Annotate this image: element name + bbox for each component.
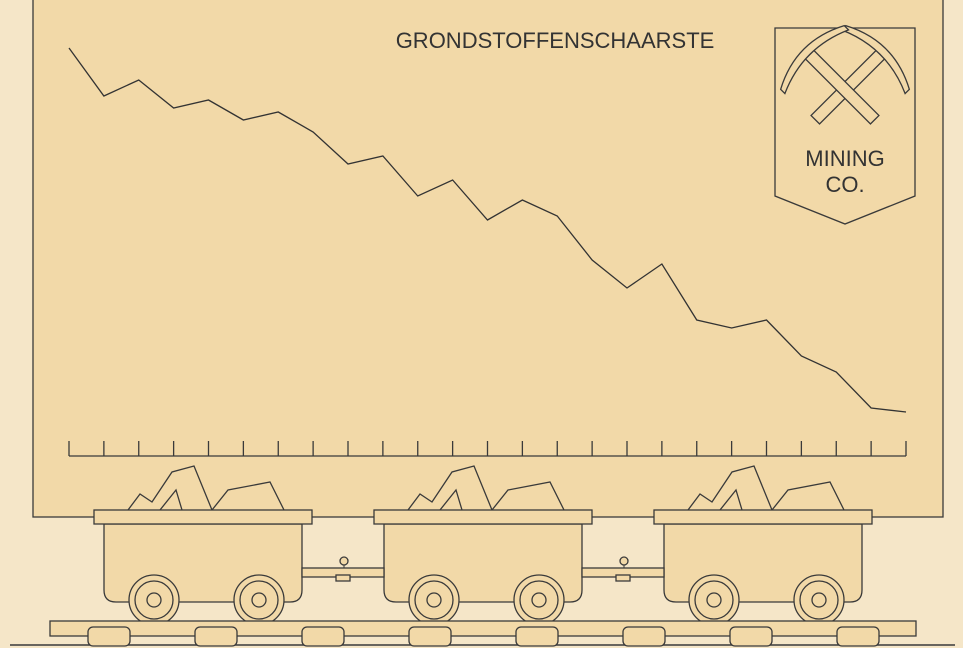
logo-text: CO. (825, 172, 864, 197)
rail-tie (302, 627, 344, 646)
logo: MINING CO. (772, 17, 918, 224)
chart: GRONDSTOFFENSCHAARSTE MINING CO. (0, 0, 963, 648)
page: GRONDSTOFFENSCHAARSTE MINING CO. (() => … (0, 0, 963, 648)
rail-tie (195, 627, 237, 646)
rail-tie (837, 627, 879, 646)
chart-title: GRONDSTOFFENSCHAARSTE (396, 28, 715, 53)
rail-tie (730, 627, 772, 646)
rail-tie (409, 627, 451, 646)
rail-tie (516, 627, 558, 646)
logo-text: MINING (805, 146, 884, 171)
rail-tie (88, 627, 130, 646)
rail-tie (623, 627, 665, 646)
